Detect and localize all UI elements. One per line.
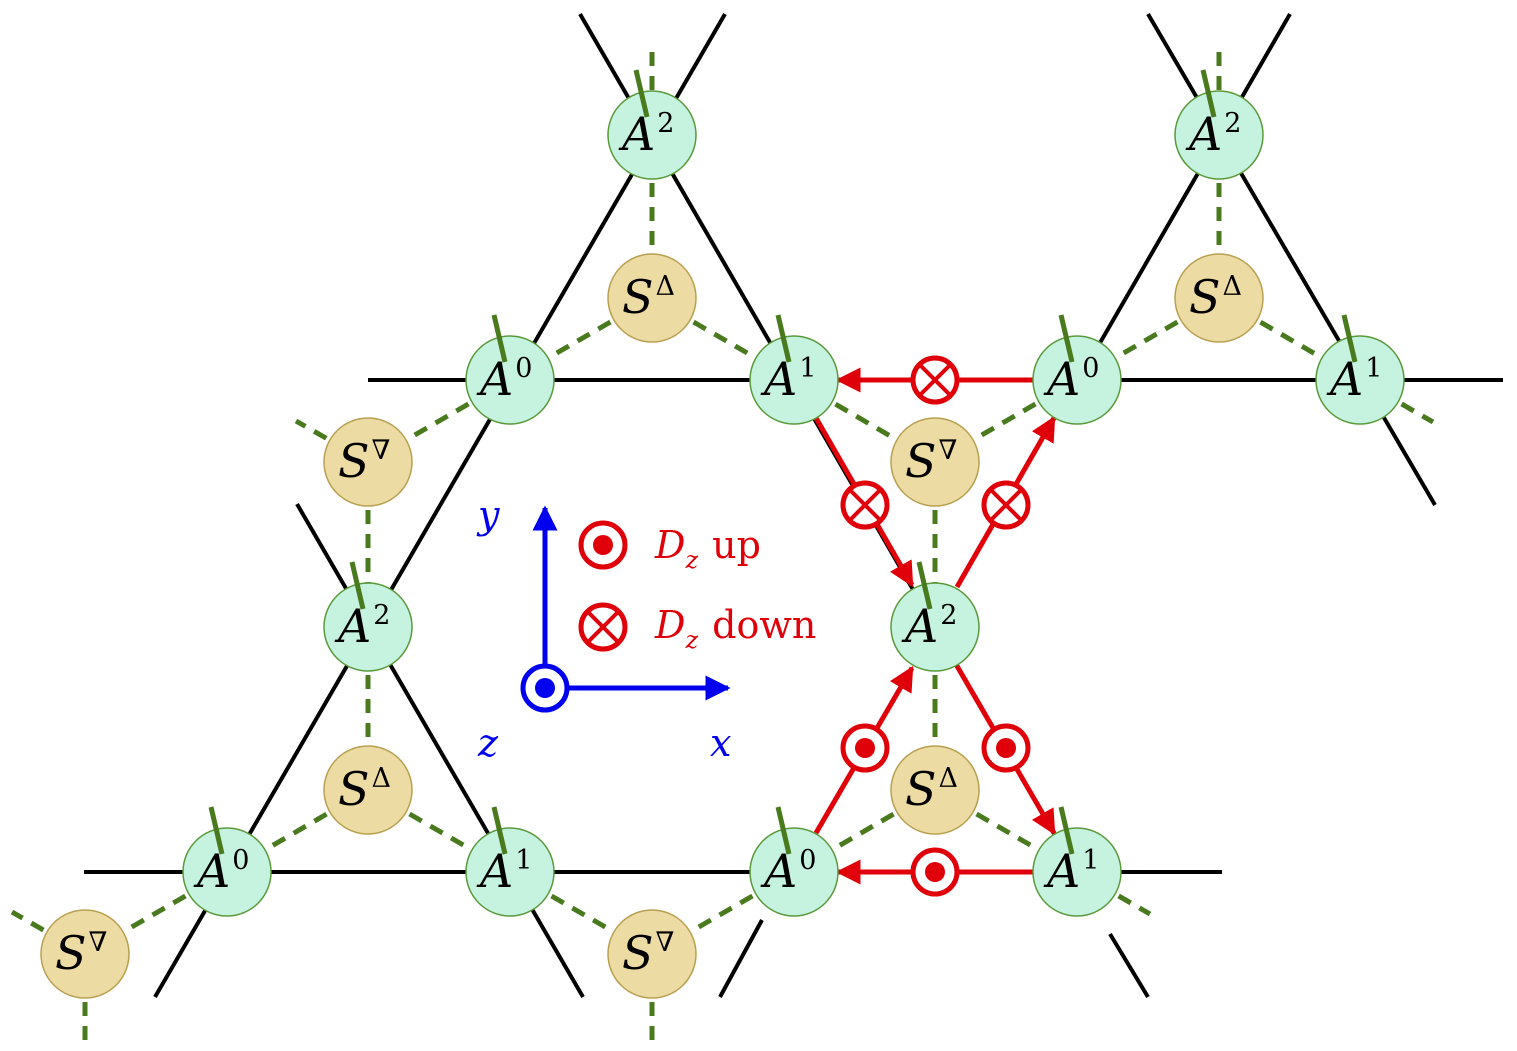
- s-site-label: SΔ: [338, 762, 391, 816]
- spin-tick: [1341, 314, 1358, 363]
- a-site: [1174, 90, 1264, 180]
- s-site: [890, 417, 980, 507]
- s-site-label: SΔ: [905, 762, 958, 816]
- spin-tick: [775, 806, 792, 855]
- dot-circle-icon-center: [593, 535, 613, 555]
- legend-up-text: up: [712, 523, 761, 567]
- a-site: [1315, 335, 1405, 425]
- a-site-label: A1: [1043, 844, 1099, 898]
- bond-line: [718, 919, 764, 998]
- s-site-label: SΔ: [1189, 270, 1242, 324]
- spin-tick: [1058, 806, 1075, 855]
- cross-circle-icon-stroke: [586, 610, 620, 644]
- a-site: [890, 582, 980, 672]
- s-site-label: S∇: [622, 926, 675, 980]
- coordinate-axes: y x z: [476, 493, 731, 765]
- dot-circle-icon: [981, 723, 1031, 773]
- a-site-label: A0: [476, 352, 532, 406]
- s-site: [40, 909, 130, 999]
- a-site-label: A1: [476, 844, 532, 898]
- bond-line: [295, 502, 585, 999]
- a-site-label: A0: [760, 844, 816, 898]
- s-site-label: S∇: [905, 434, 958, 488]
- spin-tick: [1200, 69, 1217, 118]
- a-site: [749, 335, 839, 425]
- a-site-label: A0: [193, 844, 249, 898]
- spin-tick: [1058, 314, 1075, 363]
- x-axis-label: x: [710, 721, 731, 765]
- bond-line: [1080, 12, 1292, 376]
- a-site: [607, 90, 697, 180]
- s-site-label: SΔ: [622, 270, 675, 324]
- spin-tick: [491, 314, 508, 363]
- a-site-label: A2: [1185, 107, 1241, 161]
- site-circles: [40, 90, 1405, 999]
- a-site-label: A1: [1326, 352, 1382, 406]
- s-site-label: S∇: [338, 434, 391, 488]
- cross-circle-icon: [840, 480, 890, 530]
- spin-tick: [491, 806, 508, 855]
- spin-tick: [775, 314, 792, 363]
- s-site: [1174, 253, 1264, 343]
- legend-up-entry: Dz up: [654, 523, 761, 574]
- legend-d-symbol: D: [654, 523, 685, 567]
- a-site-label: A2: [618, 107, 674, 161]
- dot-circle-icon: [910, 847, 960, 897]
- a-site: [1032, 335, 1122, 425]
- bond-line: [1108, 932, 1150, 999]
- dm-legend: Dz up Dz down: [578, 520, 816, 654]
- a-site: [323, 582, 413, 672]
- s-site: [323, 745, 413, 835]
- cross-circle-icon: [910, 355, 960, 405]
- y-axis-label: y: [476, 493, 500, 537]
- site-labels: A2 A2 SΔ SΔ A0 A1 A0 A1 S∇ S∇ A2 A2 SΔ SΔ A0 A1 A0 A1 S∇ S∇: [55, 107, 1382, 980]
- a-site: [465, 335, 555, 425]
- a-site-label: A1: [760, 352, 816, 406]
- spin-tick: [633, 69, 650, 118]
- legend-down-text: down: [712, 603, 816, 647]
- spin-tick: [916, 561, 933, 610]
- legend-d-symbol: D: [654, 603, 685, 647]
- s-site: [323, 417, 413, 507]
- spin-tick: [208, 806, 225, 855]
- a-site: [182, 827, 272, 917]
- bond-line: [153, 12, 727, 999]
- bond-line: [1146, 12, 1437, 507]
- a-site-label: A2: [334, 599, 390, 653]
- cross-circle-icon: [981, 480, 1031, 530]
- a-site: [1032, 827, 1122, 917]
- a-site-label: A2: [901, 599, 957, 653]
- spin-tick: [349, 561, 366, 610]
- a-site: [465, 827, 555, 917]
- a-site: [749, 827, 839, 917]
- s-site: [890, 745, 980, 835]
- legend-d-sub: z: [684, 546, 698, 574]
- s-site: [607, 253, 697, 343]
- z-axis-dot: [535, 678, 555, 698]
- legend-d-sub: z: [684, 626, 698, 654]
- s-site-label: S∇: [55, 926, 108, 980]
- z-axis-label: z: [477, 721, 499, 765]
- dot-circle-icon: [840, 723, 890, 773]
- legend-down-entry: Dz down: [654, 603, 816, 654]
- a-site-label: A0: [1043, 352, 1099, 406]
- s-site: [607, 909, 697, 999]
- dm-symbols: [840, 355, 1031, 897]
- spin-ticks: [208, 69, 1358, 855]
